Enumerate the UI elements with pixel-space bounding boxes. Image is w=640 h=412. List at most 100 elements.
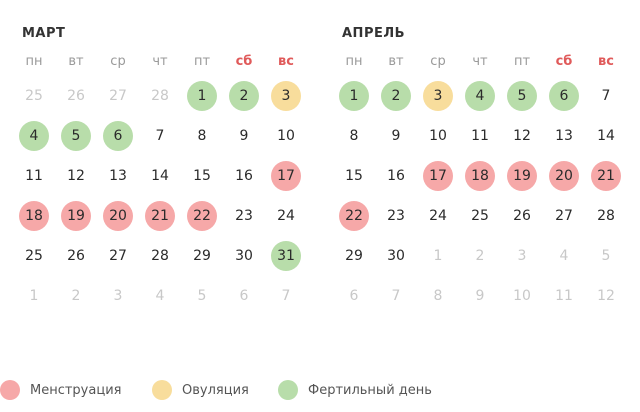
day-cell-other-month[interactable]: 6: [239, 288, 249, 304]
day-cell[interactable]: 13: [109, 168, 127, 184]
day-cell[interactable]: 19: [61, 201, 91, 231]
day-cell-other-month[interactable]: 1: [433, 248, 443, 264]
day-cell[interactable]: 3: [271, 81, 301, 111]
weekday-label: вс: [598, 54, 614, 69]
day-cell[interactable]: 21: [145, 201, 175, 231]
day-cell-other-month[interactable]: 5: [197, 288, 207, 304]
day-cell[interactable]: 2: [381, 81, 411, 111]
day-cell[interactable]: 6: [549, 81, 579, 111]
legend-item-fertile: Фертильный день: [278, 378, 432, 402]
day-cell-other-month[interactable]: 4: [559, 248, 569, 264]
day-cell[interactable]: 27: [109, 248, 127, 264]
day-cell[interactable]: 15: [193, 168, 211, 184]
legend: Менструация Овуляция Фертильный день: [0, 378, 640, 402]
day-cell[interactable]: 9: [391, 128, 401, 144]
day-cell[interactable]: 22: [339, 201, 369, 231]
weekday-label: вт: [68, 54, 84, 69]
day-cell[interactable]: 16: [235, 168, 253, 184]
day-cell-other-month[interactable]: 25: [25, 88, 43, 104]
day-cell[interactable]: 31: [271, 241, 301, 271]
day-cell-other-month[interactable]: 26: [67, 88, 85, 104]
day-cell[interactable]: 8: [349, 128, 359, 144]
day-cell-other-month[interactable]: 2: [71, 288, 81, 304]
day-cell[interactable]: 29: [345, 248, 363, 264]
day-cell[interactable]: 23: [235, 208, 253, 224]
day-cell[interactable]: 23: [387, 208, 405, 224]
day-cell-other-month[interactable]: 2: [475, 248, 485, 264]
day-cell[interactable]: 14: [151, 168, 169, 184]
day-cell[interactable]: 2: [229, 81, 259, 111]
day-cell[interactable]: 11: [471, 128, 489, 144]
day-cell-other-month[interactable]: 6: [349, 288, 359, 304]
day-cell-other-month[interactable]: 9: [475, 288, 485, 304]
day-cell[interactable]: 1: [339, 81, 369, 111]
legend-label: Овуляция: [182, 382, 249, 398]
day-cell[interactable]: 18: [465, 161, 495, 191]
weekday-header: пн вт ср чт пт сб вс: [333, 54, 627, 72]
day-cell[interactable]: 5: [507, 81, 537, 111]
day-cell-other-month[interactable]: 7: [281, 288, 291, 304]
day-cell[interactable]: 18: [19, 201, 49, 231]
day-cell[interactable]: 5: [61, 121, 91, 151]
day-cell[interactable]: 24: [277, 208, 295, 224]
day-cell[interactable]: 13: [555, 128, 573, 144]
day-cell-other-month[interactable]: 3: [517, 248, 527, 264]
day-grid: 1 2 3 4 5 6 7 8 9 10 11 12 13 14 15 16 17 18 19 20 21 22 23 24 2…: [333, 81, 627, 321]
day-cell[interactable]: 9: [239, 128, 249, 144]
day-cell[interactable]: 20: [549, 161, 579, 191]
day-cell[interactable]: 21: [591, 161, 621, 191]
fertile-dot-icon: [278, 380, 298, 400]
day-cell[interactable]: 3: [423, 81, 453, 111]
legend-item-menstruation: Менструация: [0, 378, 121, 402]
day-cell[interactable]: 28: [151, 248, 169, 264]
day-cell-other-month[interactable]: 8: [433, 288, 443, 304]
day-cell[interactable]: 20: [103, 201, 133, 231]
day-cell[interactable]: 19: [507, 161, 537, 191]
day-cell[interactable]: 15: [345, 168, 363, 184]
day-cell-other-month[interactable]: 12: [597, 288, 615, 304]
day-cell[interactable]: 29: [193, 248, 211, 264]
day-cell[interactable]: 4: [19, 121, 49, 151]
weekday-label: чт: [472, 54, 488, 69]
day-cell[interactable]: 16: [387, 168, 405, 184]
day-cell[interactable]: 10: [429, 128, 447, 144]
day-cell[interactable]: 6: [103, 121, 133, 151]
month-title: АПРЕЛЬ: [342, 26, 406, 41]
day-cell[interactable]: 7: [601, 88, 611, 104]
day-cell-other-month[interactable]: 11: [555, 288, 573, 304]
day-cell[interactable]: 30: [235, 248, 253, 264]
day-cell[interactable]: 27: [555, 208, 573, 224]
day-cell[interactable]: 17: [271, 161, 301, 191]
day-cell-other-month[interactable]: 4: [155, 288, 165, 304]
day-cell[interactable]: 12: [513, 128, 531, 144]
day-cell[interactable]: 14: [597, 128, 615, 144]
day-cell[interactable]: 28: [597, 208, 615, 224]
day-cell[interactable]: 7: [155, 128, 165, 144]
day-cell[interactable]: 12: [67, 168, 85, 184]
day-cell[interactable]: 26: [513, 208, 531, 224]
weekday-label: ср: [430, 54, 446, 69]
day-cell-other-month[interactable]: 27: [109, 88, 127, 104]
day-cell-other-month[interactable]: 7: [391, 288, 401, 304]
weekday-header: пн вт ср чт пт сб вс: [13, 54, 307, 72]
day-cell[interactable]: 22: [187, 201, 217, 231]
legend-label: Фертильный день: [308, 382, 432, 398]
day-cell[interactable]: 10: [277, 128, 295, 144]
day-cell[interactable]: 24: [429, 208, 447, 224]
day-cell[interactable]: 25: [471, 208, 489, 224]
day-cell[interactable]: 26: [67, 248, 85, 264]
day-cell-other-month[interactable]: 3: [113, 288, 123, 304]
day-cell-other-month[interactable]: 1: [29, 288, 39, 304]
day-cell[interactable]: 1: [187, 81, 217, 111]
weekday-label: сб: [235, 54, 253, 69]
day-cell-other-month[interactable]: 10: [513, 288, 531, 304]
day-cell[interactable]: 11: [25, 168, 43, 184]
day-cell[interactable]: 4: [465, 81, 495, 111]
day-cell[interactable]: 30: [387, 248, 405, 264]
day-cell[interactable]: 17: [423, 161, 453, 191]
day-cell[interactable]: 8: [197, 128, 207, 144]
day-cell-other-month[interactable]: 28: [151, 88, 169, 104]
day-cell[interactable]: 25: [25, 248, 43, 264]
day-cell-other-month[interactable]: 5: [601, 248, 611, 264]
month-title: МАРТ: [22, 26, 66, 41]
